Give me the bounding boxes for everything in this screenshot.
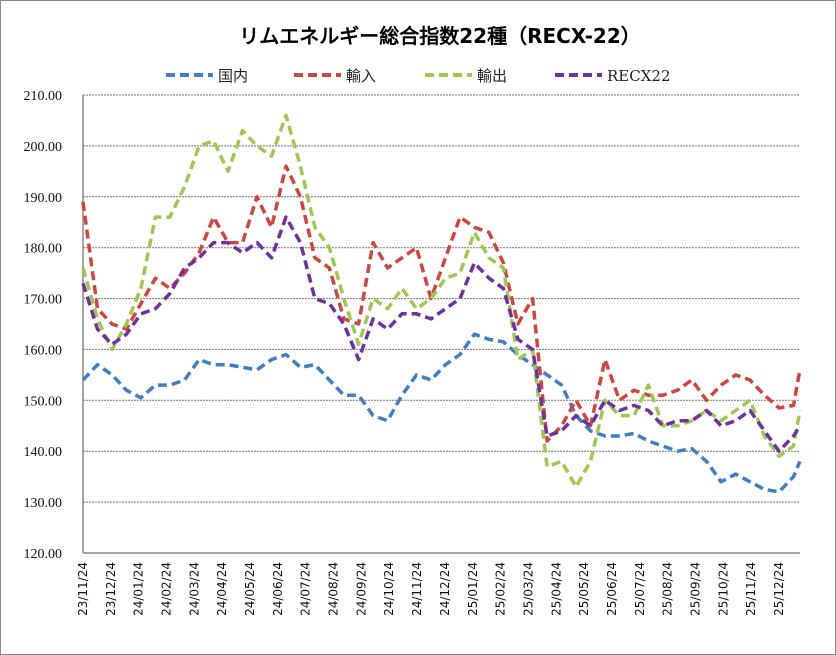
- x-tick-label: 24/10/24: [382, 562, 396, 616]
- x-tick-label: 24/05/24: [243, 562, 257, 616]
- y-tick-label: 120.00: [24, 547, 63, 562]
- y-tick-label: 170.00: [24, 293, 63, 308]
- x-tick-label: 24/08/24: [327, 562, 341, 616]
- y-tick-label: 160.00: [24, 343, 63, 358]
- x-tick-label: 25/06/24: [605, 562, 619, 616]
- x-tick-label: 24/06/24: [271, 562, 285, 616]
- y-tick-label: 190.00: [24, 191, 63, 206]
- series-line-4: [81, 215, 802, 453]
- x-tick-label: 24/02/24: [160, 562, 174, 616]
- chart-title: リムエネルギー総合指数22種（RECX-22）: [239, 24, 641, 48]
- x-tick-label: 24/11/24: [410, 562, 424, 616]
- x-tick-label: 24/09/24: [354, 562, 368, 616]
- legend-label: 輸出: [477, 67, 507, 85]
- x-tick-label: 25/08/24: [661, 562, 675, 616]
- legend-item: RECX22: [555, 67, 671, 85]
- x-tick-label: 24/01/24: [132, 562, 146, 616]
- x-tick-label: 23/11/24: [76, 562, 90, 616]
- y-tick-label: 200.00: [24, 140, 63, 155]
- series-lines: [81, 113, 802, 494]
- x-axis-ticks: 23/11/24 23/12/24 24/01/24 24/02/24 24/03/24…: [76, 562, 786, 616]
- y-tick-label: 140.00: [24, 445, 63, 460]
- legend-label: 輸入: [346, 67, 376, 85]
- x-tick-label: 23/12/24: [104, 562, 118, 616]
- legend-item: 国内: [166, 67, 248, 85]
- x-tick-label: 24/07/24: [299, 562, 313, 616]
- axes: [82, 95, 800, 554]
- series-line-2: [81, 164, 802, 443]
- x-tick-label: 25/09/24: [688, 562, 702, 616]
- x-tick-label: 25/12/24: [772, 562, 786, 616]
- series-line-3: [81, 113, 802, 489]
- x-tick-label: 25/07/24: [633, 562, 647, 616]
- x-tick-label: 25/04/24: [549, 562, 563, 616]
- y-axis-ticks: 120.00 130.00 140.00 150.00 160.00 170.00 180.…: [24, 89, 63, 562]
- y-tick-label: 150.00: [24, 394, 63, 409]
- x-tick-label: 24/04/24: [215, 562, 229, 616]
- y-tick-label: 210.00: [24, 89, 63, 104]
- x-tick-label: 25/11/24: [744, 562, 758, 616]
- x-tick-label: 24/03/24: [187, 562, 201, 616]
- legend-label: RECX22: [607, 67, 671, 85]
- y-tick-label: 130.00: [24, 496, 63, 511]
- legend: 国内 輸入 輸出 RECX22: [166, 67, 671, 85]
- x-tick-label: 25/03/24: [521, 562, 535, 616]
- legend-label: 国内: [218, 67, 248, 85]
- legend-item: 輸出: [425, 67, 507, 85]
- series-line-1: [81, 332, 802, 494]
- x-tick-label: 25/10/24: [716, 562, 730, 616]
- x-tick-label: 25/02/24: [494, 562, 508, 616]
- x-tick-label: 24/12/24: [438, 562, 452, 616]
- x-tick-label: 25/01/24: [466, 562, 480, 616]
- y-tick-label: 180.00: [24, 242, 63, 257]
- x-tick-label: 25/05/24: [577, 562, 591, 616]
- gridlines: [83, 94, 800, 503]
- legend-item: 輸入: [294, 67, 376, 85]
